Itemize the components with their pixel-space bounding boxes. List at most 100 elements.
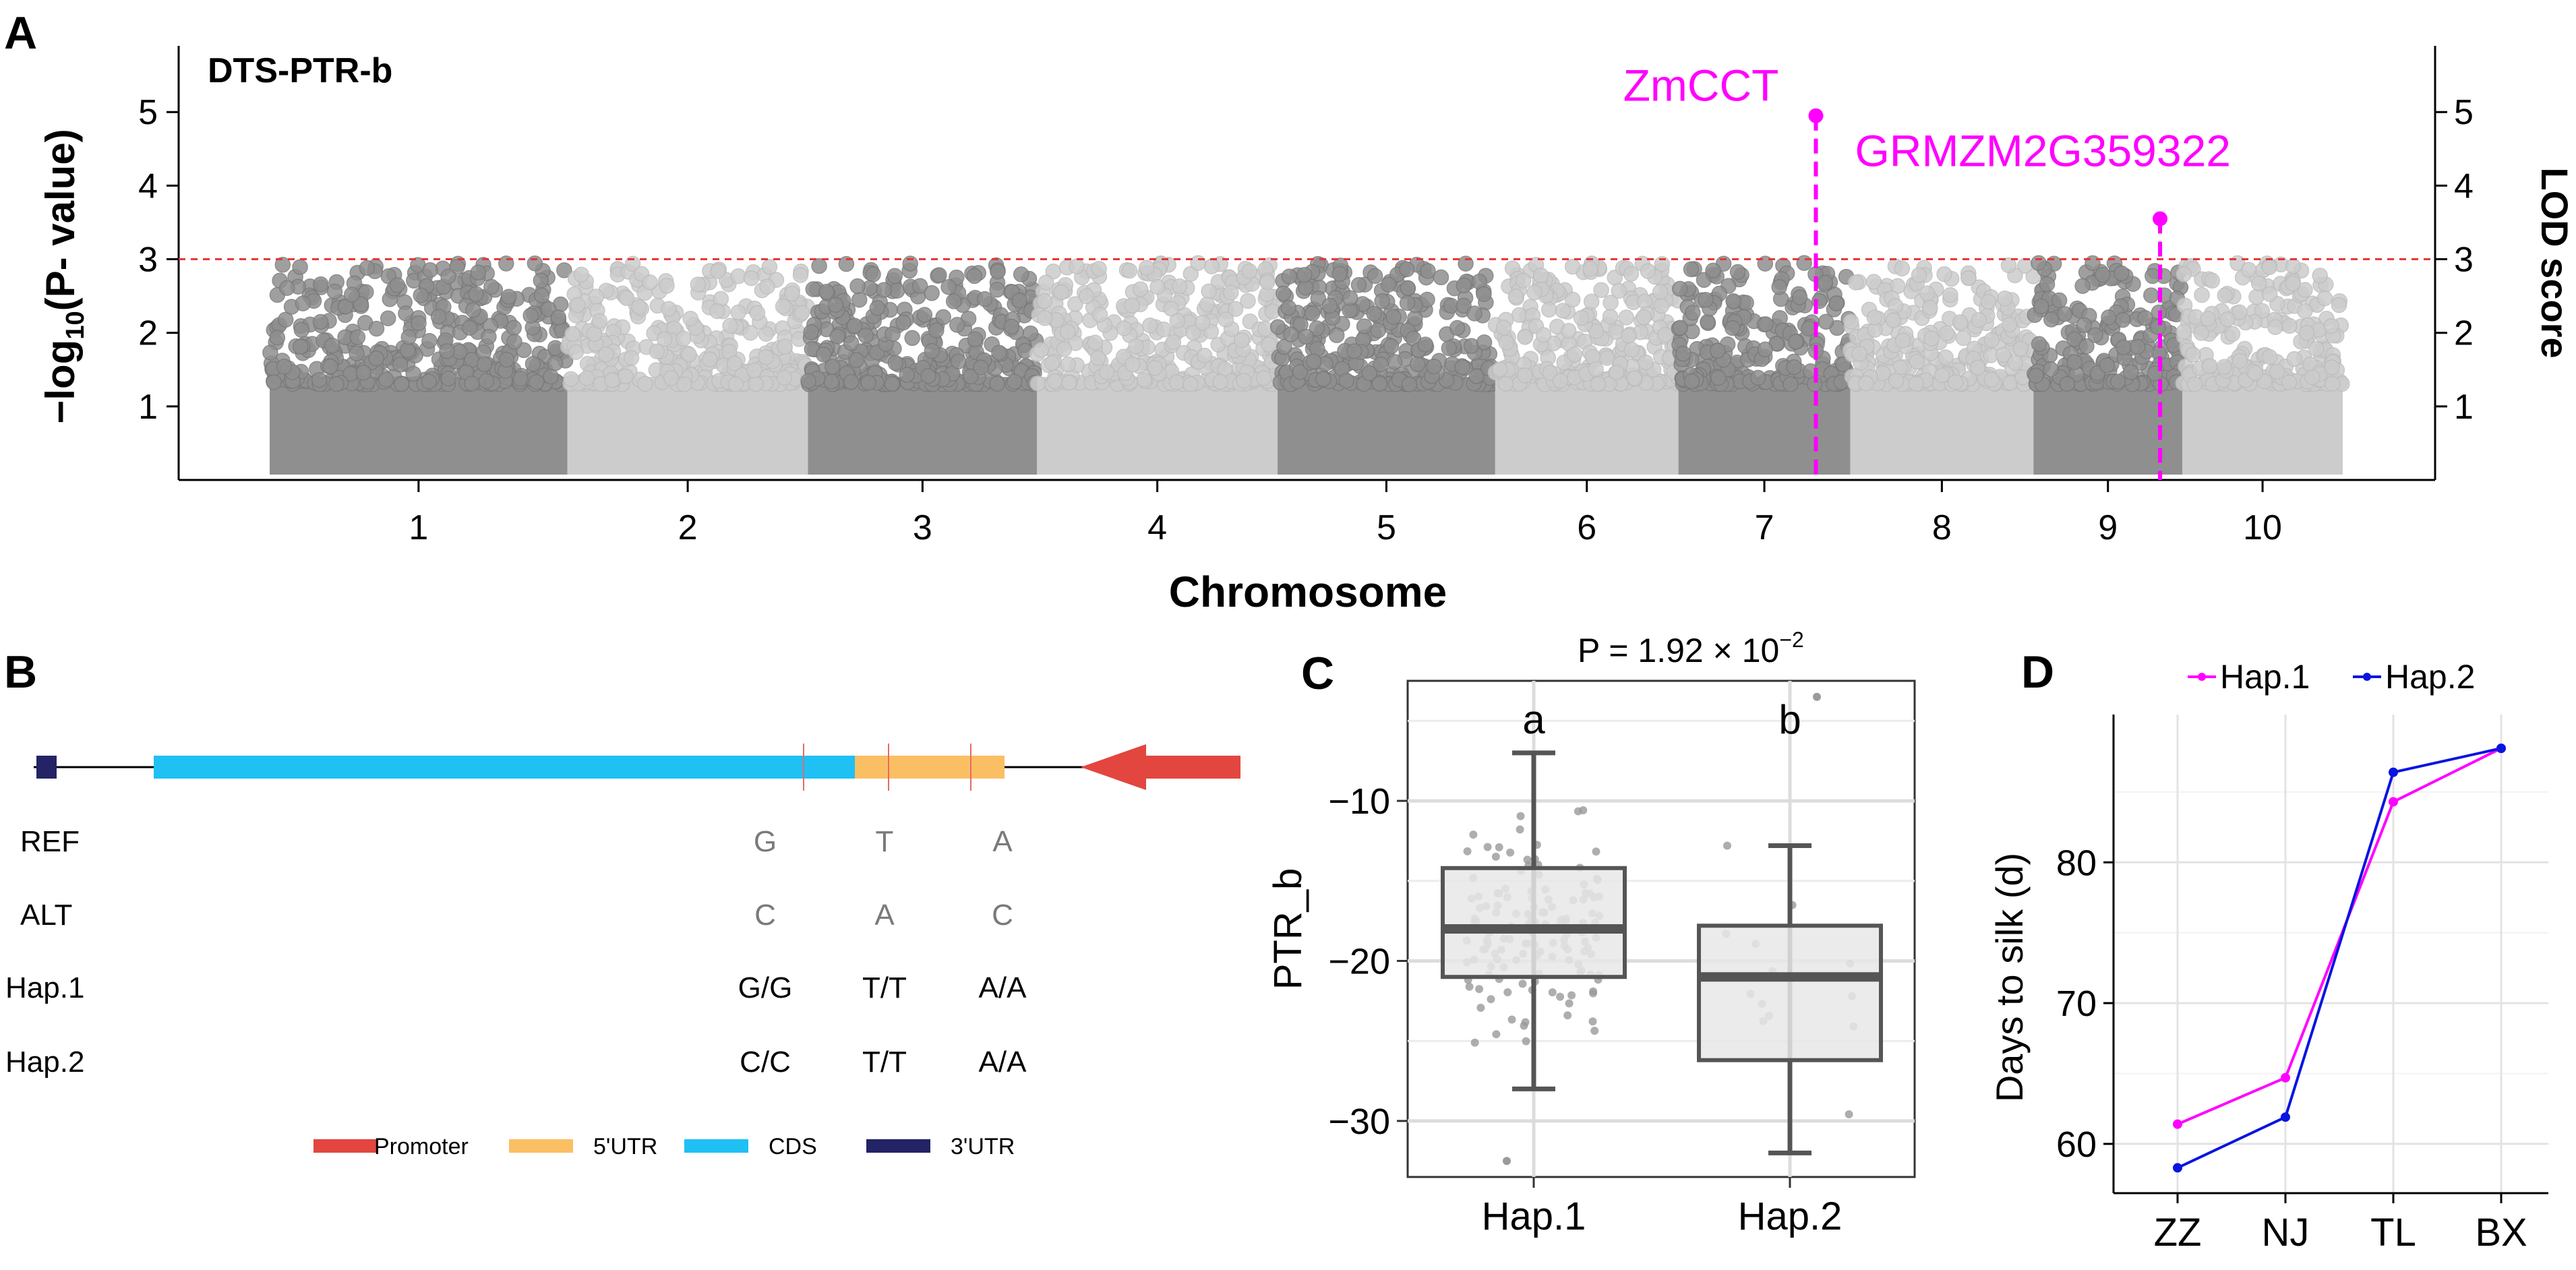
snp-point: [1033, 342, 1050, 359]
outlier-point: [1503, 1157, 1511, 1166]
y-tick-label-right: 3: [2454, 241, 2474, 280]
locus-point: [2153, 211, 2168, 226]
snp-point: [1011, 292, 1028, 309]
snp-point: [2056, 306, 2073, 322]
snp-point: [1401, 376, 1418, 392]
snp-point: [967, 331, 984, 347]
snp-point: [848, 352, 864, 368]
series-point: [2281, 1112, 2290, 1122]
snp-point: [916, 307, 933, 323]
snp-point: [353, 296, 369, 313]
snp-point: [598, 346, 614, 363]
allele-cell: A: [992, 825, 1013, 858]
snp-point: [573, 266, 590, 283]
group-letter: a: [1522, 697, 1545, 742]
chromosome-label: 7: [1755, 508, 1774, 547]
snp-point: [1758, 316, 1774, 332]
legend-swatch: [684, 1139, 748, 1153]
snp-point: [1771, 278, 1787, 295]
snp-point: [2254, 303, 2271, 320]
snp-point: [400, 329, 417, 345]
snp-point: [1683, 373, 1700, 390]
snp-density-band: [567, 377, 808, 475]
snp-point: [1909, 353, 1925, 370]
snp-point: [578, 370, 595, 386]
snp-point: [378, 371, 394, 388]
series-point: [2496, 744, 2506, 754]
snp-point: [1517, 367, 1533, 384]
snp-point: [1620, 328, 1637, 344]
snp-point: [1971, 311, 1987, 328]
snp-point: [1491, 361, 1508, 377]
snp-point: [1269, 319, 1286, 335]
snp-point: [1168, 374, 1185, 390]
jitter-point: [1723, 841, 1731, 850]
series-point: [2281, 1072, 2290, 1083]
snp-point: [825, 359, 841, 375]
snp-point: [1611, 282, 1627, 299]
panel-d: D 60 70 80 ZZ NJ TL BX Hap.1 Hap.2 Days to sil…: [1988, 646, 2548, 1254]
left-y-axis-label: −log10(P- value): [38, 129, 90, 423]
snp-point: [1069, 258, 1085, 274]
snp-point: [2066, 354, 2083, 370]
snp-point: [1685, 305, 1701, 321]
chromosome-label: 6: [1577, 508, 1596, 547]
snp-point: [405, 365, 421, 382]
snp-point: [2137, 310, 2153, 326]
snp-point: [1036, 293, 1053, 309]
snp-point: [2308, 340, 2325, 357]
chromosome-4-points: [1029, 255, 1285, 475]
snp-point: [440, 268, 456, 284]
snp-point: [1866, 309, 1883, 326]
chromosome-label: 9: [2098, 508, 2118, 547]
chromosome-7-points: [1671, 255, 1857, 475]
snp-point: [2051, 292, 2068, 309]
snp-point: [1858, 375, 1874, 392]
snp-point: [498, 351, 515, 368]
snp-point: [2247, 365, 2263, 382]
snp-point: [465, 302, 481, 318]
snp-point: [1194, 314, 1211, 331]
snp-point: [815, 346, 832, 363]
chromosome-label: 10: [2243, 508, 2282, 547]
snp-point: [1894, 332, 1911, 349]
snp-point: [476, 356, 493, 373]
legend-label: Promoter: [374, 1134, 469, 1159]
snp-point: [529, 373, 545, 390]
snp-point: [1598, 350, 1615, 366]
snp-point: [1657, 327, 1673, 343]
snp-point: [2324, 359, 2340, 375]
snp-point: [1386, 354, 1403, 370]
snp-point: [533, 287, 550, 303]
snp-point: [1515, 272, 1532, 289]
chromosome-1-points: [262, 255, 574, 475]
snp-point: [973, 359, 989, 375]
snp-point: [1190, 255, 1206, 271]
snp-point: [2059, 375, 2076, 392]
series-point: [2173, 1119, 2182, 1129]
snp-point: [2143, 287, 2159, 303]
haplotype-row-label: ALT: [20, 899, 72, 932]
legend-label: Hap.2: [2385, 658, 2475, 696]
snp-point: [279, 280, 295, 296]
snp-point: [623, 350, 640, 366]
snp-point: [2267, 319, 2283, 336]
haplotype-table: REF G T A ALT C A C Hap.1 G/G T/T A/A Hap.2 C/C T/T A/A: [5, 825, 1027, 1079]
snp-point: [887, 268, 903, 284]
y-tick-label-right: 5: [2454, 93, 2474, 132]
snp-point: [675, 330, 692, 346]
snp-point: [2186, 376, 2203, 392]
box-Hap.2: [1697, 843, 1883, 1155]
snp-point: [1046, 373, 1063, 390]
snp-density-band: [1678, 377, 1851, 475]
snp-point: [2116, 339, 2132, 356]
snp-point: [262, 344, 278, 361]
snp-point: [1139, 260, 1155, 276]
snp-point: [1980, 293, 1997, 310]
snp-point: [1227, 301, 1244, 318]
snp-point: [500, 289, 517, 305]
snp-point: [1067, 296, 1083, 312]
chromosome-8-points: [1842, 257, 2041, 475]
snp-point: [462, 320, 478, 336]
